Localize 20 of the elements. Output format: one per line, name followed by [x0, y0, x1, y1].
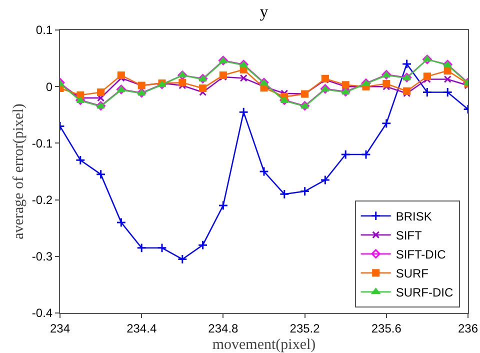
- y-tick-label: 0: [46, 80, 53, 94]
- x-tick-label: 235.2: [290, 321, 320, 336]
- y-tick-label: -0.1: [32, 136, 53, 150]
- legend-label: SURF: [396, 266, 429, 281]
- y-tick-label: 0.1: [36, 23, 53, 38]
- legend-label: BRISK: [396, 210, 432, 224]
- y-tick-label: -0.2: [32, 193, 53, 207]
- y-tick-label: -0.3: [32, 250, 53, 264]
- x-tick-label: 234: [50, 321, 70, 336]
- x-axis-title: movement(pixel): [212, 337, 316, 353]
- x-tick-label: 234.8: [208, 321, 239, 336]
- y-axis-title: average of error(pixel): [11, 104, 28, 240]
- x-tick-label: 234.4: [126, 321, 157, 336]
- x-tick-label: 236: [458, 321, 478, 336]
- legend-label: SIFT-DIC: [396, 248, 446, 262]
- x-tick-label: 235.6: [371, 321, 402, 336]
- legend-label: SURF-DIC: [396, 286, 454, 300]
- chart-title: y: [260, 2, 269, 22]
- y-tick-label: -0.4: [32, 306, 53, 320]
- legend-label: SIFT: [396, 228, 423, 243]
